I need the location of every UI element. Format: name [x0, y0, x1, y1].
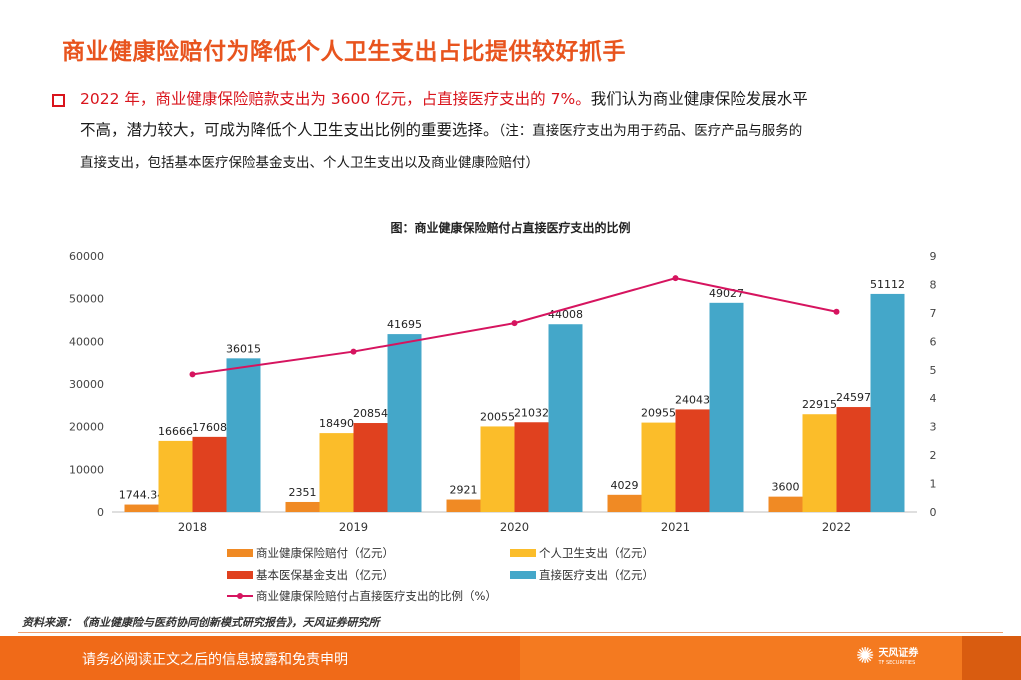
- page-title: 商业健康险赔付为降低个人卫生支出占比提供较好抓手: [62, 39, 626, 65]
- source-note: 资料来源：《商业健康险与医药协同创新模式研究报告》，天风证券研究所: [22, 616, 380, 629]
- data-label: 4029: [611, 479, 639, 492]
- bar: [158, 440, 193, 512]
- x-tick-label: 2022: [822, 520, 851, 534]
- data-label: 21032: [514, 406, 549, 419]
- y2-tick-label: 0: [930, 506, 937, 519]
- chart-title: 图：商业健康保险赔付占直接医疗支出的比例: [390, 221, 631, 235]
- y2-tick-label: 6: [930, 335, 937, 348]
- bar: [319, 433, 354, 512]
- y-tick-label: 20000: [69, 421, 104, 434]
- legend-item-basic-insurance-fund: 基本医保基金支出（亿元）: [227, 567, 394, 583]
- x-tick-label: 2018: [178, 520, 207, 534]
- legend-item-ratio-line: 商业健康保险赔付占直接医疗支出的比例（%）: [227, 588, 497, 604]
- divider: [18, 632, 1003, 633]
- bar: [124, 504, 159, 512]
- x-tick-label: 2020: [500, 520, 529, 534]
- y2-tick-label: 5: [930, 364, 937, 377]
- data-label: 3600: [772, 481, 800, 494]
- bar: [870, 293, 905, 512]
- y-tick-label: 0: [97, 506, 104, 519]
- data-label: 24597: [836, 391, 871, 404]
- para-line2-text: 不高，潜力较大，可成为降低个人卫生支出比例的重要选择。: [80, 121, 499, 139]
- para-note-text: （注：直接医疗支出为用于药品、医疗产品与服务的: [498, 123, 803, 139]
- data-label: 20955: [641, 407, 676, 420]
- legend-item-personal-health-spending: 个人卫生支出（亿元）: [510, 545, 654, 561]
- data-label: 16666: [158, 425, 193, 438]
- y2-tick-label: 4: [930, 392, 937, 405]
- data-label: 22915: [802, 398, 837, 411]
- disclaimer-text: 请务必阅读正文之后的信息披露和免责申明: [82, 652, 348, 668]
- company-logo: ✺ 天风证券 TF SECURITIES: [856, 646, 918, 668]
- data-label: 20055: [480, 410, 515, 423]
- data-label: 17608: [192, 421, 227, 434]
- legend-item-commercial-claims: 商业健康保险赔付（亿元）: [227, 545, 394, 561]
- ratio-point: [350, 348, 357, 355]
- bar: [641, 422, 676, 512]
- y2-tick-label: 7: [930, 307, 937, 320]
- bar: [285, 501, 320, 512]
- y2-tick-label: 3: [930, 421, 937, 434]
- bar: [548, 324, 583, 512]
- legend-swatch: [227, 571, 253, 579]
- logo-sub: TF SECURITIES: [878, 660, 916, 666]
- y-tick-label: 30000: [69, 378, 104, 391]
- logo-name: 天风证券: [878, 648, 919, 659]
- data-label: 36015: [226, 342, 261, 355]
- bullet-icon: [52, 94, 65, 107]
- bar: [607, 494, 642, 512]
- bar: [387, 334, 422, 512]
- legend-swatch: [510, 571, 536, 579]
- data-label: 51112: [870, 278, 905, 291]
- page-number-box: [962, 636, 1021, 680]
- x-tick-label: 2021: [661, 520, 690, 534]
- bar: [480, 426, 515, 512]
- data-label: 18490: [319, 417, 354, 430]
- page-number: 9: [985, 12, 995, 30]
- bar: [353, 423, 388, 512]
- bar-line-chart: 0 10000 20000 30000 40000 50000 60000 0 1 2 3 4 5 6 7 8…: [69, 250, 937, 534]
- ratio-point: [511, 320, 518, 327]
- data-label: 24043: [675, 393, 710, 406]
- para-line1-text: 我们认为商业健康保险发展水平: [590, 90, 808, 108]
- ratio-point: [833, 308, 840, 315]
- bar: [675, 409, 710, 512]
- y-tick-label: 60000: [69, 250, 104, 263]
- bar: [226, 358, 261, 512]
- data-label: 2921: [450, 484, 478, 497]
- data-label: 44008: [548, 308, 583, 321]
- para-note2-text: 直接支出，包括基本医疗保险基金支出、个人卫生支出以及商业健康险赔付）: [80, 155, 539, 171]
- data-label: 1744.34: [119, 489, 165, 502]
- legend-swatch: [510, 549, 536, 557]
- legend-line-swatch: [227, 593, 253, 599]
- y2-tick-label: 9: [930, 250, 937, 263]
- y-tick-label: 50000: [69, 293, 104, 306]
- bar: [192, 436, 227, 512]
- bar: [802, 414, 837, 512]
- logo-star-icon: ✺: [856, 644, 875, 669]
- y2-tick-label: 2: [930, 449, 937, 462]
- y2-tick-label: 8: [930, 278, 937, 291]
- footer-band: [0, 636, 520, 680]
- x-tick-label: 2019: [339, 520, 368, 534]
- bar: [768, 496, 803, 512]
- highlight-text: 2022 年，商业健康保险赔款支出为 3600 亿元，占直接医疗支出的 7%。: [80, 90, 591, 108]
- summary-paragraph: 2022 年，商业健康保险赔款支出为 3600 亿元，占直接医疗支出的 7%。我…: [80, 84, 985, 179]
- bar: [836, 407, 871, 512]
- legend-item-direct-medical-spending: 直接医疗支出（亿元）: [510, 567, 654, 583]
- legend-swatch: [227, 549, 253, 557]
- ratio-point: [189, 371, 196, 378]
- y-tick-label: 40000: [69, 335, 104, 348]
- data-label: 41695: [387, 318, 422, 331]
- bar: [514, 422, 549, 512]
- data-label: 20854: [353, 407, 388, 420]
- y2-tick-label: 1: [930, 478, 937, 491]
- data-label: 2351: [289, 486, 317, 499]
- ratio-point: [672, 275, 679, 282]
- bar: [709, 302, 744, 512]
- y-tick-label: 10000: [69, 463, 104, 476]
- bar: [446, 499, 481, 512]
- footer-bar: 请务必阅读正文之后的信息披露和免责申明 ✺ 天风证券 TF SECURITIES: [0, 636, 1021, 680]
